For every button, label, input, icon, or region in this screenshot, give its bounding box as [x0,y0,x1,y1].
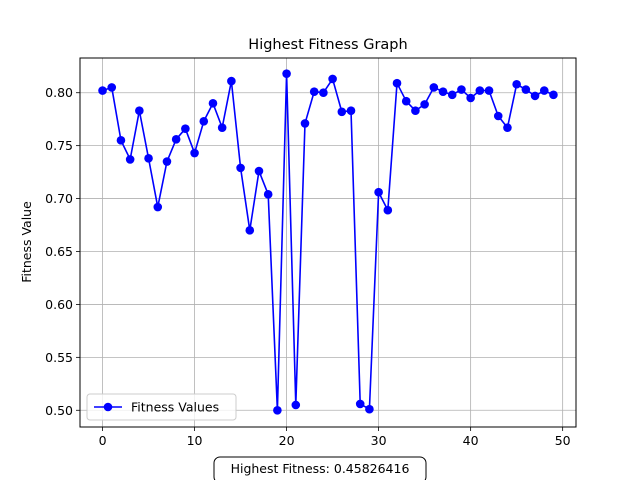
data-point [171,134,181,144]
data-point [135,106,144,116]
series-fitness-values [98,69,558,415]
data-point [309,87,319,96]
x-tick-label: 50 [555,433,571,448]
y-axis-label: Fitness Value [19,201,34,283]
data-point [337,107,347,117]
y-axis-ticks: 0.50 0.55 0.60 0.65 0.70 0.75 0.80 [45,85,80,418]
data-point [254,166,264,176]
data-point [328,74,337,84]
data-point [549,90,558,100]
data-point [107,83,117,92]
x-tick-label: 20 [279,433,295,448]
x-tick-label: 40 [463,433,479,448]
data-point [162,157,172,166]
data-point [125,155,135,164]
data-point [438,87,448,96]
data-point [365,404,374,414]
legend-marker-sample [103,402,113,412]
data-point [401,96,411,106]
data-point [429,83,439,92]
data-point [346,106,356,116]
data-point [539,86,549,95]
x-tick-label: 30 [371,433,387,448]
data-point [503,123,512,132]
chart-title: Highest Fitness Graph [248,37,407,53]
data-point [530,91,540,101]
data-point [153,202,163,212]
data-point [420,100,429,109]
data-point [98,86,107,95]
data-point [447,90,457,100]
data-point [199,116,209,126]
data-point [208,99,218,108]
legend: Fitness Values [86,393,237,421]
data-point [484,86,494,95]
data-point [300,119,310,128]
data-point [291,400,301,410]
data-point [263,190,273,199]
y-tick-label: 0.60 [45,297,73,312]
y-tick-label: 0.80 [45,85,73,100]
highest-fitness-annotation: Highest Fitness: 0.45826416 [213,456,427,480]
y-tick-label: 0.75 [45,138,73,153]
data-point [383,205,393,215]
y-tick-label: 0.70 [45,191,73,206]
data-point [144,154,153,163]
data-point [190,148,199,158]
data-point [227,76,236,86]
x-tick-label: 0 [99,433,107,448]
data-point [319,88,328,98]
annotation-text: Highest Fitness: 0.45826416 [231,461,410,476]
data-point [392,78,402,88]
data-point [236,163,245,173]
y-tick-label: 0.50 [45,403,73,418]
y-tick-label: 0.55 [45,350,73,365]
x-tick-label: 10 [187,433,203,448]
y-tick-label: 0.65 [45,244,73,259]
data-point [217,123,227,132]
data-point [116,136,126,145]
data-point [521,85,531,94]
data-point [374,187,383,197]
grid-lines [80,58,576,427]
data-point [466,93,475,103]
data-point [457,85,466,94]
annotation-box [213,456,427,480]
data-point [282,69,291,78]
data-point [411,106,420,116]
data-point [273,405,282,415]
x-axis-ticks: 0 10 20 30 40 50 [99,427,571,448]
data-point [245,226,255,235]
legend-entry-fitness-values: Fitness Values [131,400,219,415]
legend-box [86,393,237,421]
plot-area-frame [79,57,577,428]
data-point [181,124,190,134]
data-point [493,111,503,121]
data-point [512,79,521,89]
data-point [475,86,485,95]
data-point [355,399,365,409]
